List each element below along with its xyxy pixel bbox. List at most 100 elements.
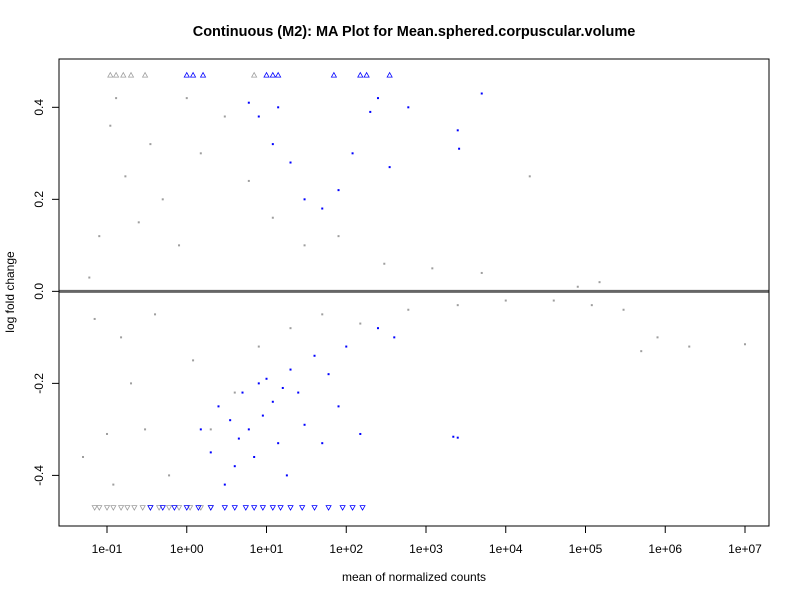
clipped-point-0-9	[110, 505, 117, 511]
data-point-0-6	[112, 483, 115, 486]
data-point-0-22	[223, 115, 226, 118]
y-tick-label-2: 0.0	[32, 283, 46, 300]
data-point-1-41	[359, 432, 362, 435]
data-point-1-19	[223, 483, 226, 486]
clipped-point-1-20	[259, 505, 267, 511]
data-point-0-18	[185, 97, 188, 100]
clipped-point-1-4	[269, 71, 276, 78]
data-point-1-18	[217, 405, 220, 408]
clipped-point-0-5	[250, 71, 258, 78]
y-tick-label-4: 0.4	[32, 99, 46, 116]
plot-frame	[58, 58, 770, 527]
data-point-0-17	[178, 244, 181, 247]
clipped-point-1-12	[171, 505, 178, 511]
data-point-0-10	[130, 382, 133, 385]
y-tick-label-0: -0.4	[32, 465, 46, 486]
data-point-1-26	[257, 382, 260, 385]
data-point-0-9	[124, 175, 127, 178]
data-point-1-14	[458, 147, 461, 150]
clipped-point-1-8	[363, 71, 370, 78]
data-point-1-36	[313, 354, 316, 357]
data-point-0-3	[98, 235, 101, 238]
clipped-point-1-9	[386, 71, 393, 78]
data-point-1-11	[388, 166, 391, 169]
x-tick-label-8: 1e+07	[728, 542, 762, 556]
x-axis-label: mean of normalized counts	[342, 570, 486, 584]
clipped-point-1-15	[207, 505, 214, 511]
data-point-0-34	[431, 267, 434, 270]
y-tick-label-1: -0.2	[32, 373, 46, 394]
clipped-point-1-22	[277, 505, 284, 511]
data-point-1-9	[369, 110, 372, 113]
clipped-point-1-27	[339, 505, 346, 511]
data-point-1-12	[407, 106, 410, 109]
data-point-1-7	[337, 189, 340, 192]
clipped-point-0-0	[107, 71, 114, 78]
data-point-1-17	[209, 451, 212, 454]
data-point-1-0	[247, 101, 250, 104]
clipped-point-1-13	[183, 505, 190, 511]
clipped-point-1-23	[287, 505, 294, 511]
data-point-0-29	[321, 313, 324, 316]
data-point-0-20	[199, 152, 202, 155]
clipped-point-1-18	[242, 505, 249, 511]
data-point-0-45	[656, 336, 659, 339]
clipped-point-0-11	[124, 505, 131, 511]
data-point-0-31	[359, 322, 362, 325]
data-point-1-16	[199, 428, 202, 431]
data-point-0-43	[622, 308, 625, 311]
clipped-point-1-21	[269, 505, 276, 511]
data-point-0-33	[407, 308, 410, 311]
clipped-point-0-10	[117, 505, 125, 511]
clipped-point-1-17	[231, 505, 238, 511]
data-point-1-30	[277, 442, 280, 445]
data-point-1-8	[351, 152, 354, 155]
data-point-0-13	[149, 143, 152, 146]
data-point-0-37	[504, 299, 507, 302]
data-point-0-11	[137, 221, 140, 224]
x-tick-label-0: 1e-01	[92, 542, 123, 556]
data-point-1-21	[233, 465, 236, 468]
clipped-point-0-3	[127, 71, 135, 78]
data-point-0-15	[161, 198, 164, 201]
data-point-1-40	[345, 345, 348, 348]
data-point-1-42	[376, 327, 379, 330]
data-point-1-24	[247, 428, 250, 431]
clipped-point-1-5	[274, 71, 282, 78]
data-point-0-25	[257, 345, 260, 348]
clipped-point-0-12	[131, 505, 138, 511]
data-point-1-15	[480, 92, 483, 95]
data-point-1-2	[271, 143, 274, 146]
clipped-point-0-16	[165, 505, 173, 511]
data-point-0-7	[115, 97, 118, 100]
clipped-point-0-1	[112, 71, 120, 78]
clipped-point-1-24	[298, 505, 306, 511]
data-point-0-47	[743, 343, 746, 346]
data-point-0-27	[289, 327, 292, 330]
chart-title: Continuous (M2): MA Plot for Mean.sphere…	[193, 24, 636, 40]
data-point-1-10	[376, 97, 379, 100]
x-tick-label-2: 1e+01	[250, 542, 284, 556]
data-point-1-38	[327, 373, 330, 376]
clipped-point-0-17	[175, 505, 183, 511]
data-point-1-22	[237, 437, 240, 440]
data-point-1-25	[253, 455, 256, 458]
data-point-1-23	[241, 391, 244, 394]
clipped-point-0-6	[91, 505, 98, 511]
data-point-0-4	[106, 432, 109, 435]
data-point-0-16	[168, 474, 171, 477]
data-point-0-40	[576, 285, 579, 288]
data-point-0-32	[383, 262, 386, 265]
data-point-1-32	[285, 474, 288, 477]
data-point-1-31	[281, 386, 284, 389]
y-tick-label-3: 0.2	[32, 191, 46, 208]
data-point-1-45	[456, 436, 459, 439]
clipped-point-1-2	[199, 71, 207, 78]
data-point-0-1	[88, 276, 91, 279]
data-point-0-39	[552, 299, 555, 302]
data-point-0-41	[590, 304, 593, 307]
clipped-point-1-11	[159, 505, 166, 511]
clipped-point-0-7	[96, 505, 103, 511]
clipped-point-1-26	[325, 505, 332, 511]
